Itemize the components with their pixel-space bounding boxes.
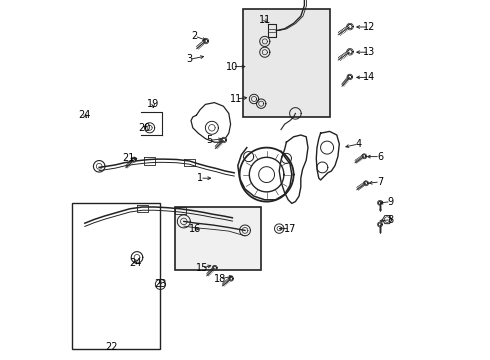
Polygon shape [347,50,352,54]
Polygon shape [378,223,382,226]
Text: 20: 20 [138,123,150,133]
Text: 2: 2 [192,31,198,41]
Polygon shape [363,155,366,158]
Text: 19: 19 [147,99,159,109]
Polygon shape [364,182,368,185]
Text: 8: 8 [388,215,394,225]
Bar [243,9,330,117]
Text: 11: 11 [230,94,242,104]
Text: 12: 12 [363,22,375,32]
Text: 1: 1 [197,173,203,183]
Text: 4: 4 [355,139,362,149]
Polygon shape [229,277,233,280]
Text: 24: 24 [129,258,142,268]
Bar [72,203,160,349]
Text: 18: 18 [214,274,226,284]
Text: 7: 7 [377,177,383,187]
Text: 3: 3 [186,54,192,64]
Text: 13: 13 [363,47,375,57]
Polygon shape [347,24,352,29]
Polygon shape [204,39,208,43]
Polygon shape [132,158,136,161]
Text: 21: 21 [122,153,134,163]
Text: 10: 10 [226,62,239,72]
Text: 24: 24 [78,110,91,120]
Polygon shape [383,216,392,224]
Text: 17: 17 [284,224,296,234]
Text: 16: 16 [189,224,201,234]
Text: 5: 5 [206,135,212,145]
Polygon shape [213,266,217,269]
Polygon shape [378,201,382,204]
Text: 9: 9 [388,197,394,207]
Text: 6: 6 [377,152,383,162]
Text: 15: 15 [196,263,208,273]
Polygon shape [222,138,226,142]
Text: 23: 23 [154,279,167,289]
Polygon shape [348,75,352,78]
Text: 22: 22 [105,342,118,352]
Text: 14: 14 [363,72,375,82]
Bar [175,207,261,270]
Text: 11: 11 [259,15,271,25]
